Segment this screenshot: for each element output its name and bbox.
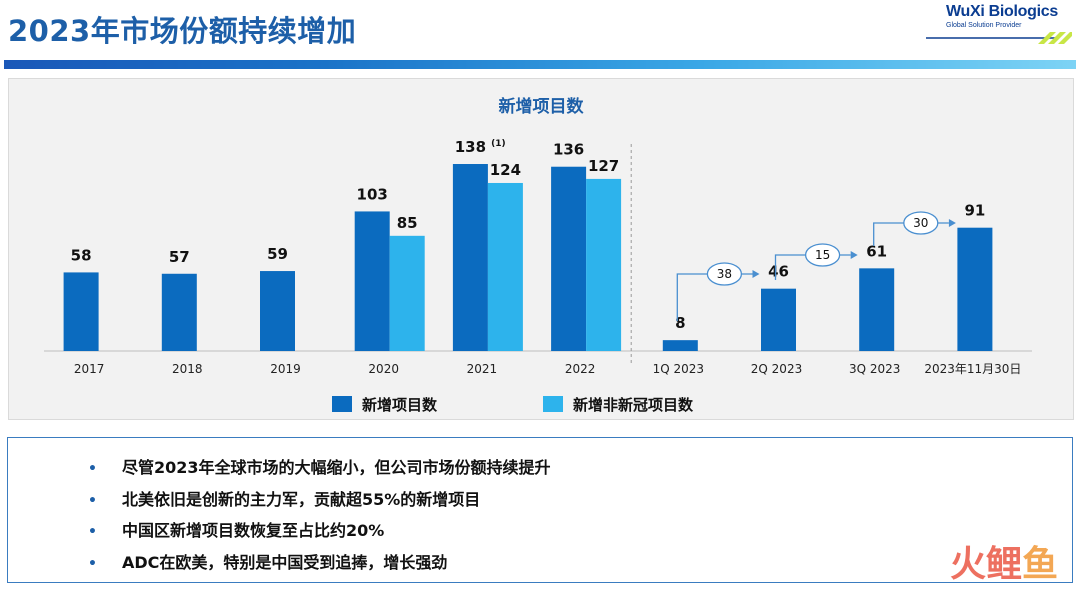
bar-series1-1Q 2023: [662, 340, 698, 351]
increment-value-1: 38: [717, 267, 732, 281]
x-tick-label-2021: 2021: [467, 362, 498, 376]
increment-value-3: 30: [913, 216, 928, 230]
bar-series2-2020: [389, 235, 425, 351]
increment-arrowhead-3: [948, 219, 956, 227]
bullet-list-box: [7, 437, 1073, 583]
data-label-series1-2023年11月30日: 91: [964, 202, 985, 220]
increment-value-2: 15: [815, 248, 830, 262]
x-tick-label-2023年11月30日: 2023年11月30日: [924, 362, 1021, 376]
bar-series1-2017: [63, 272, 99, 351]
data-label-series1-3Q 2023: 61: [866, 242, 887, 260]
x-tick-label-2020: 2020: [368, 362, 399, 376]
page-title: 2023年市场份额持续增加: [8, 14, 357, 48]
bullet-dot: •: [88, 524, 97, 540]
chart-panel: [8, 78, 1074, 420]
watermark-logo: 火鲤鱼: [950, 535, 1058, 587]
data-label-series1-2020: 103: [357, 185, 388, 203]
bar-series1-2Q 2023: [761, 288, 796, 351]
x-tick-label-2017: 2017: [74, 362, 105, 376]
increment-arrowhead-2: [850, 251, 858, 259]
watermark-char-2: 鲤: [985, 544, 1022, 585]
x-tick-label-3Q 2023: 3Q 2023: [849, 362, 900, 376]
bullet-dot: •: [88, 493, 97, 509]
chart-title: 新增项目数: [499, 96, 585, 117]
bar-series1-2021: [452, 164, 488, 351]
data-label-series2-2020: 85: [397, 214, 418, 232]
data-label-series1-1Q 2023: 8: [675, 314, 685, 332]
bar-series2-2022: [586, 178, 622, 351]
logo-stripes-icon: [926, 32, 1072, 44]
x-tick-label-2019: 2019: [270, 362, 301, 376]
increment-bubble-1: [706, 262, 743, 286]
data-label-series2-2021: 124: [490, 161, 521, 179]
data-label-series1-2022: 136: [553, 141, 584, 159]
bullet-dot: •: [88, 461, 97, 477]
bar-series1-2020: [354, 211, 390, 351]
legend-label-series1: 新增项目数: [362, 396, 438, 414]
bar-series1-2023年11月30日: [957, 227, 993, 351]
bar-series1-2022: [551, 166, 587, 351]
data-label-series1-2019: 59: [267, 245, 288, 263]
logo-tagline: Global Solution Provider: [946, 22, 1022, 29]
bar-series2-2021: [487, 182, 523, 351]
bullet-item: • ADC在欧美，特别是中国受到追捧，增长强劲: [88, 549, 447, 573]
data-label-series1-2018: 57: [169, 248, 190, 266]
bullet-text: 中国区新增项目数恢复至占比约20%: [122, 521, 385, 540]
logo-name: WuXi Biologics: [946, 3, 1058, 20]
bullet-item: • 北美依旧是创新的主力军，贡献超55%的新增项目: [88, 486, 480, 510]
watermark-char-3: 鱼: [1021, 544, 1058, 585]
bar-series1-2018: [161, 273, 197, 351]
data-label-series1-2017: 58: [71, 246, 92, 264]
header-gradient-bar: [4, 60, 1076, 69]
watermark-char-1: 火: [949, 544, 986, 585]
bullet-text: 尽管2023年全球市场的大幅缩小，但公司市场份额持续提升: [122, 458, 551, 477]
increment-bubble-3: [903, 211, 939, 235]
data-label-series1-2021: 138: [455, 138, 486, 156]
x-tick-label-2018: 2018: [172, 362, 203, 376]
legend-swatch-series2: [543, 396, 563, 412]
bullet-text: 北美依旧是创新的主力军，贡献超55%的新增项目: [122, 490, 481, 509]
footnote-marker: (1): [491, 139, 506, 149]
x-tick-label-2022: 2022: [565, 362, 596, 376]
wuxi-biologics-logo: WuXi Biologics Global Solution Provider: [916, 0, 1072, 44]
bullet-text: ADC在欧美，特别是中国受到追捧，增长强劲: [122, 553, 448, 572]
legend-label-series2: 新增非新冠项目数: [573, 396, 694, 414]
data-label-series2-2022: 127: [588, 157, 619, 175]
x-tick-label-2Q 2023: 2Q 2023: [751, 362, 802, 376]
bar-series1-3Q 2023: [859, 268, 895, 351]
data-label-series1-2Q 2023: 46: [768, 263, 789, 281]
x-tick-label-1Q 2023: 1Q 2023: [653, 362, 704, 376]
increment-bubble-2: [804, 243, 841, 267]
bar-series1-2019: [260, 271, 295, 351]
bullet-dot: •: [88, 556, 97, 572]
bullet-item: • 尽管2023年全球市场的大幅缩小，但公司市场份额持续提升: [88, 454, 551, 478]
bullet-item: • 中国区新增项目数恢复至占比约20%: [88, 517, 384, 541]
legend-swatch-series1: [332, 396, 352, 412]
increment-arrowhead-1: [752, 270, 760, 278]
